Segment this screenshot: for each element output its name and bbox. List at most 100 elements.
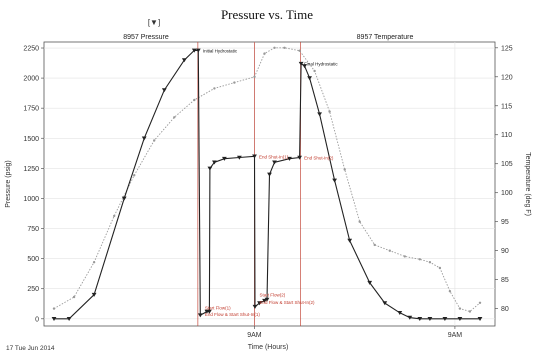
temperature-point: [418, 258, 421, 261]
temperature-point: [448, 290, 452, 293]
chart-title: Pressure vs. Time: [221, 7, 313, 22]
y-axis-label: Pressure (psig): [5, 160, 12, 207]
temperature-point: [328, 110, 331, 113]
pressure-point: [417, 317, 423, 321]
annotation-label: Start Flow(1): [205, 305, 231, 310]
pressure-point: [397, 311, 403, 315]
y2-tick-label: 95: [501, 219, 509, 226]
pressure-point: [222, 156, 227, 161]
x-axis-label: Time (Hours): [248, 344, 289, 351]
legend: 8957 Pressure 8957 Temperature [▼]: [123, 18, 413, 41]
pressure-point: [307, 76, 312, 81]
temperature-point: [298, 49, 301, 52]
pressure-point: [257, 301, 262, 306]
temperature-point: [113, 214, 116, 218]
y2-tick-label: 80: [501, 306, 509, 313]
annotation-label: Start Flow(2): [259, 293, 285, 298]
pressure-point: [161, 88, 167, 93]
temperature-point: [478, 301, 482, 304]
annotation-label: End Flow & Start Shut-In(2): [259, 300, 315, 305]
y-tick-label: 1000: [23, 196, 39, 203]
temperature-point: [438, 266, 442, 270]
pressure-point: [51, 317, 57, 321]
x-axis-ticks: 9AM 9AM: [247, 326, 462, 339]
y2-tick-label: 115: [501, 103, 512, 110]
pressure-point: [66, 317, 72, 321]
y-tick-label: 500: [27, 256, 39, 263]
pressure-point: [197, 313, 203, 318]
y2-tick-label: 105: [501, 161, 513, 168]
pressure-point: [302, 64, 307, 69]
pressure-point: [207, 166, 213, 171]
y2-axis-ticks: 80 85 90 95 100 105 110 115 120 125: [495, 45, 513, 313]
temperature-point: [133, 174, 136, 177]
temperature-point: [253, 75, 256, 79]
y-tick-label: 2000: [23, 76, 39, 83]
y-tick-label: 2250: [23, 46, 39, 53]
x-tick-label: 9AM: [247, 332, 262, 339]
temperature-point: [153, 139, 156, 142]
temperature-point: [468, 310, 472, 313]
temperature-point: [388, 249, 391, 252]
temperature-point: [213, 87, 216, 90]
pressure-point: [297, 155, 302, 160]
temperature-point: [72, 295, 76, 299]
annotation-label: Initial Hydrostatic: [203, 48, 238, 53]
annotation-label: End Shut-In(2): [304, 156, 334, 161]
temperature-point: [92, 261, 96, 264]
annotation-label: Final Hydrostatic: [304, 62, 338, 67]
pressure-point: [212, 160, 217, 165]
x-tick-label: 9AM: [448, 332, 463, 339]
pressure-point: [407, 315, 413, 320]
temperature-point: [313, 69, 316, 73]
pressure-point: [191, 48, 197, 53]
temperature-point: [283, 46, 286, 49]
pressure-point: [91, 292, 97, 297]
annotations: Initial Hydrostatic Final Hydrostatic End …: [203, 48, 338, 317]
pressure-point: [427, 317, 433, 321]
temperature-point: [428, 261, 432, 264]
y2-tick-label: 120: [501, 74, 513, 81]
legend-entry-pressure: 8957 Pressure: [123, 34, 169, 41]
pressure-point: [262, 298, 267, 303]
temperature-series: [52, 46, 482, 313]
pressure-point: [457, 317, 463, 321]
pressure-point: [382, 301, 388, 306]
pressure-point: [207, 309, 212, 314]
temperature-point: [173, 116, 176, 119]
pressure-point: [264, 297, 270, 302]
y-axis-ticks: 0 250 500 750 1000 1250 1500 1750 2000 2250: [23, 46, 44, 323]
pressure-point: [195, 48, 201, 53]
y-tick-label: 1250: [23, 166, 39, 173]
pressure-point: [252, 304, 258, 309]
temperature-point: [458, 307, 462, 310]
pressure-point: [298, 61, 304, 66]
y-tick-label: 1750: [23, 106, 39, 113]
y2-tick-label: 85: [501, 277, 509, 284]
pressure-point: [141, 136, 147, 141]
legend-toggle-icon[interactable]: [▼]: [148, 18, 160, 27]
temperature-point: [263, 52, 266, 55]
pressure-point: [347, 238, 353, 243]
pressure-point: [287, 156, 292, 161]
pressure-point: [252, 154, 257, 159]
date-label: 17 Tue Jun 2014: [6, 345, 55, 352]
annotation-label: End Flow & Start Shut-In(1): [205, 312, 261, 317]
pressure-point: [477, 317, 483, 321]
pressure-series: [51, 48, 483, 321]
y2-tick-label: 90: [501, 248, 509, 255]
legend-entry-temperature: 8957 Temperature: [357, 34, 414, 41]
temperature-point: [358, 220, 361, 223]
temperature-point: [343, 168, 346, 171]
temperature-point: [373, 243, 376, 247]
pressure-point: [237, 155, 242, 160]
pressure-point: [181, 58, 187, 63]
y-tick-label: 750: [27, 226, 39, 233]
y2-tick-label: 110: [501, 132, 512, 139]
annotation-label: End Shut-In(1): [259, 154, 289, 159]
temperature-point: [52, 307, 56, 310]
y2-axis-label: Temperature (deg F): [524, 152, 531, 216]
temperature-point: [403, 255, 406, 258]
temperature-point: [193, 98, 196, 102]
